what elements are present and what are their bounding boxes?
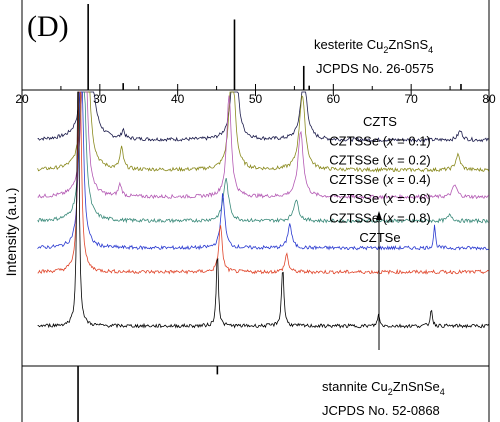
legend-arrow-head	[376, 211, 382, 220]
legend-entry-label: CZTSSe (	[329, 133, 387, 148]
legend-entry: CZTSe	[359, 230, 400, 245]
trace-line	[37, 91, 490, 173]
trace-line	[37, 91, 489, 225]
legend-x-symbol: x	[386, 153, 394, 168]
x-tick-label: 40	[171, 92, 185, 106]
bottom-ref-mid: ZnSnSe	[393, 379, 440, 394]
legend-entry-label: CZTS	[363, 114, 397, 129]
legend-entry-label: CZTSe	[359, 230, 400, 245]
x-tick-label: 80	[482, 92, 496, 106]
bottom-reference-name: stannite Cu2ZnSnSe4	[322, 379, 445, 397]
top-ref-sub1: 2	[383, 45, 388, 55]
legend-x-value: = 0.6)	[394, 191, 431, 206]
x-tick-label: 20	[15, 92, 29, 106]
x-axis-ticks: 20 30 40 50 60 70 80	[15, 84, 496, 106]
bottom-reference-peaks	[77, 366, 219, 422]
legend-x-symbol: x	[386, 133, 394, 148]
top-ref-prefix: kesterite Cu	[314, 37, 383, 52]
trace-line	[37, 91, 489, 143]
top-reference-card: JCPDS No. 26-0575	[316, 61, 434, 76]
legend-x-value: = 0.2)	[394, 153, 431, 168]
legend-entry: CZTSSe (x = 0.4)	[329, 172, 431, 187]
top-reference-peaks	[87, 4, 462, 90]
trace-line	[37, 91, 489, 251]
legend-entry: CZTSSe (x = 0.1)	[329, 133, 431, 148]
x-tick-label: 30	[93, 92, 107, 106]
legend-entry-label: CZTSSe (	[329, 153, 387, 168]
legend-entry-label: CZTSSe (	[329, 211, 387, 226]
top-reference-name: kesterite Cu2ZnSnS4	[314, 37, 433, 55]
top-ref-sub2: 4	[428, 45, 433, 55]
legend-x-value: = 0.1)	[394, 133, 431, 148]
bottom-ref-sub2: 4	[440, 387, 445, 397]
legend-x-symbol: x	[386, 211, 394, 226]
legend-entry: CZTSSe (x = 0.2)	[329, 153, 431, 168]
bottom-reference-frame	[21, 365, 490, 422]
legend-entry-label: CZTSSe (	[329, 172, 387, 187]
top-ref-mid: ZnSnS	[388, 37, 428, 52]
x-tick-label: 60	[327, 92, 341, 106]
legend-x-symbol: x	[386, 191, 394, 206]
bottom-ref-sub1: 2	[388, 387, 393, 397]
data-traces	[37, 91, 490, 329]
legend-x-value: = 0.4)	[394, 172, 431, 187]
y-axis-label: Intensity (a.u.)	[3, 188, 19, 277]
legend-x-symbol: x	[386, 172, 394, 187]
legend-x-value: = 0.8)	[394, 211, 431, 226]
panel-label: (D)	[27, 10, 69, 43]
trace-line	[37, 91, 489, 275]
legend-entry: CZTSSe (x = 0.8)	[329, 211, 431, 226]
trace-line	[37, 91, 489, 201]
bottom-reference-card: JCPDS No. 52-0868	[322, 403, 440, 418]
trace-line	[37, 91, 489, 329]
x-tick-label: 70	[404, 92, 418, 106]
legend-entry-label: CZTSSe (	[329, 191, 387, 206]
x-tick-label: 50	[249, 92, 263, 106]
legend-entry: CZTSSe (x = 0.6)	[329, 191, 431, 206]
bottom-ref-prefix: stannite Cu	[322, 379, 388, 394]
legend-entry: CZTS	[363, 114, 397, 129]
